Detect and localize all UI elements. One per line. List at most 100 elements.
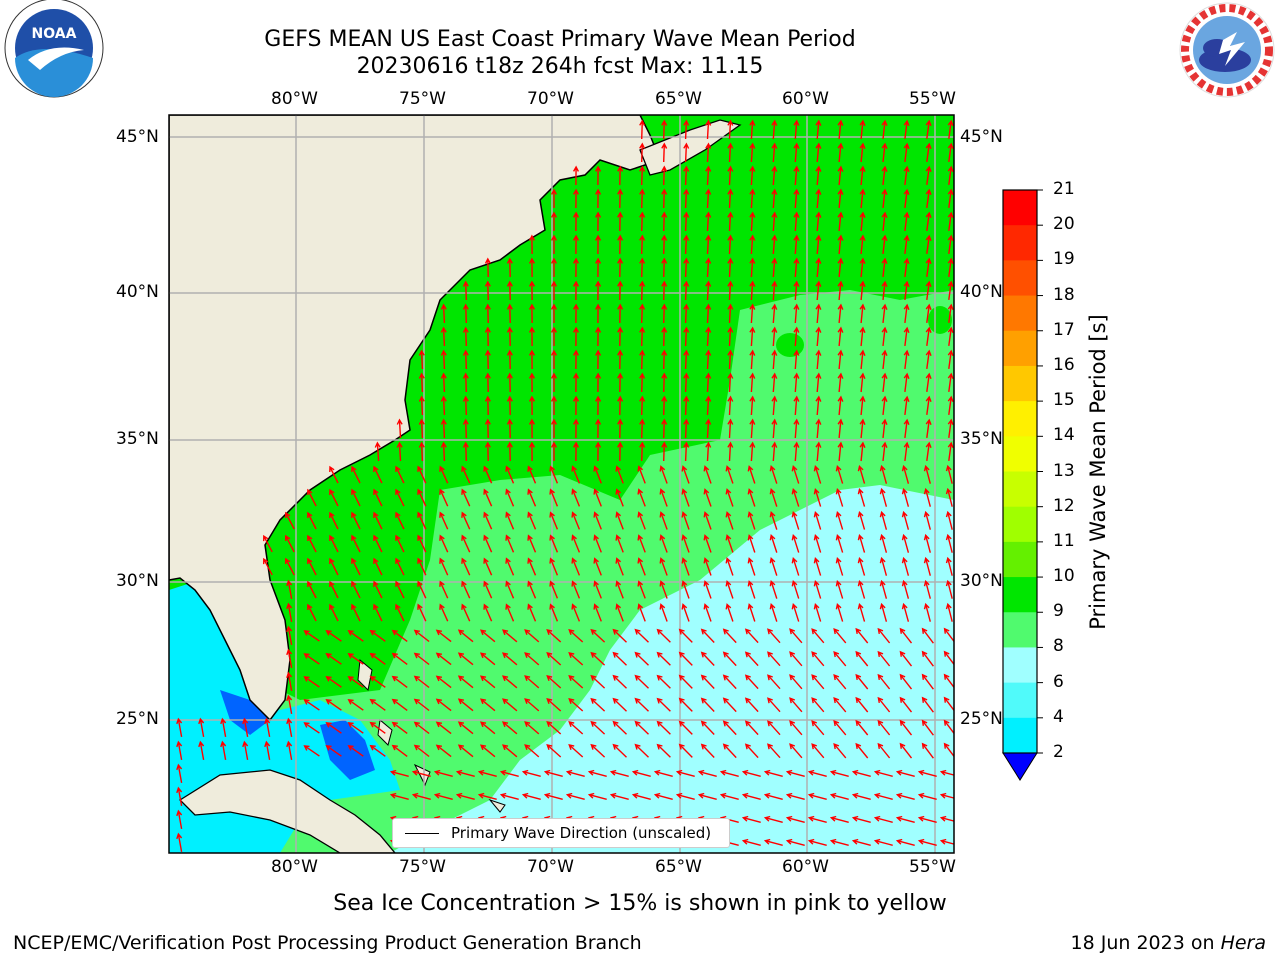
- wave-direction-arrow: [681, 465, 690, 484]
- wave-direction-arrow: [479, 721, 496, 735]
- wave-direction-arrow: [681, 603, 690, 622]
- wave-direction-arrow: [418, 441, 425, 462]
- wave-direction-arrow: [527, 465, 537, 484]
- wave-direction-arrow: [767, 651, 781, 667]
- wave-direction-arrow: [595, 349, 602, 370]
- wave-direction-arrow: [939, 792, 954, 799]
- wave-direction-arrow: [549, 603, 559, 622]
- wave-direction-arrow: [303, 745, 320, 757]
- wave-direction-arrow: [506, 349, 513, 370]
- lon-label-top: 75°W: [399, 89, 446, 109]
- wave-direction-arrow: [484, 441, 491, 462]
- wave-direction-arrow: [505, 557, 515, 576]
- colorbar-tick-label: 10: [1053, 566, 1075, 587]
- wave-direction-arrow: [881, 395, 888, 415]
- wave-direction-arrow: [505, 603, 515, 622]
- wave-direction-arrow: [528, 280, 536, 301]
- wave-direction-arrow: [859, 349, 866, 370]
- wave-direction-arrow: [793, 119, 800, 140]
- wave-direction-arrow: [590, 743, 606, 758]
- wave-direction-arrow: [521, 769, 541, 777]
- wave-direction-arrow: [705, 165, 712, 186]
- wave-direction-arrow: [433, 769, 453, 777]
- wave-direction-arrow: [325, 721, 342, 734]
- wave-direction-arrow: [479, 744, 496, 758]
- wave-direction-arrow: [637, 511, 646, 530]
- wave-direction-arrow: [351, 465, 361, 484]
- wave-direction-arrow: [285, 557, 295, 576]
- wave-direction-arrow: [593, 603, 602, 622]
- wave-direction-arrow: [789, 697, 803, 713]
- wave-direction-arrow: [634, 720, 649, 735]
- wave-direction-arrow: [749, 395, 756, 416]
- colorbar-tick-label: 20: [1053, 214, 1075, 235]
- wave-direction-arrow: [242, 740, 249, 761]
- wave-direction-arrow: [656, 720, 671, 735]
- wave-direction-arrow: [857, 488, 866, 507]
- wave-direction-arrow: [881, 119, 888, 139]
- wave-direction-arrow: [749, 211, 756, 232]
- wave-direction-arrow: [947, 418, 954, 438]
- wave-direction-arrow: [484, 326, 491, 347]
- footer-date: 18 Jun 2023 on: [1070, 932, 1221, 954]
- wave-direction-arrow: [501, 744, 518, 758]
- wave-direction-arrow: [921, 742, 934, 759]
- wave-direction-arrow: [198, 740, 205, 761]
- wave-direction-arrow: [572, 257, 580, 278]
- wave-direction-arrow: [741, 838, 761, 846]
- wave-direction-arrow: [549, 465, 559, 484]
- wave-direction-arrow: [661, 257, 668, 278]
- wave-direction-arrow: [612, 697, 627, 712]
- wave-direction-arrow: [700, 651, 715, 666]
- wave-direction-arrow: [303, 676, 320, 688]
- wave-direction-arrow: [683, 326, 690, 347]
- wave-direction-arrow: [793, 303, 800, 324]
- wave-direction-arrow: [484, 372, 491, 393]
- wave-direction-arrow: [505, 465, 515, 484]
- wave-direction-arrow: [727, 441, 734, 462]
- wave-direction-arrow: [899, 627, 913, 644]
- wave-direction-arrow: [417, 603, 427, 622]
- wave-direction-arrow: [683, 142, 690, 163]
- wave-direction-arrow: [925, 349, 932, 369]
- wave-direction-arrow: [700, 720, 715, 735]
- wave-direction-arrow: [501, 675, 518, 689]
- wave-direction-arrow: [769, 465, 778, 484]
- sea-ice-note: Sea Ice Concentration > 15% is shown in …: [333, 891, 947, 916]
- wave-direction-arrow: [506, 418, 513, 439]
- wave-direction-arrow: [637, 557, 646, 576]
- wave-direction-arrow: [571, 603, 581, 622]
- wave-direction-arrow: [683, 280, 690, 301]
- wave-direction-arrow: [615, 557, 624, 576]
- wave-direction-arrow: [587, 792, 607, 800]
- wave-direction-arrow: [347, 721, 364, 734]
- wave-direction-arrow: [634, 628, 649, 643]
- wave-direction-arrow: [351, 534, 361, 553]
- wave-direction-arrow: [727, 234, 734, 255]
- wave-direction-arrow: [837, 303, 844, 324]
- wave-direction-arrow: [793, 257, 800, 278]
- wave-direction-arrow: [925, 165, 932, 185]
- wave-direction-arrow: [659, 580, 668, 599]
- wave-direction-arrow: [903, 326, 910, 346]
- wave-direction-arrow: [329, 580, 339, 599]
- wave-direction-arrow: [705, 234, 712, 255]
- wave-direction-arrow: [925, 257, 932, 277]
- wave-direction-arrow: [286, 717, 293, 738]
- wave-direction-arrow: [722, 628, 737, 644]
- wave-direction-arrow: [722, 697, 737, 713]
- wave-direction-arrow: [329, 511, 339, 530]
- wave-direction-arrow: [855, 719, 869, 736]
- wave-direction-arrow: [835, 580, 844, 599]
- wave-direction-arrow: [477, 769, 497, 777]
- wave-direction-arrow: [572, 188, 580, 209]
- wave-direction-arrow: [634, 743, 649, 758]
- wave-direction-arrow: [595, 326, 602, 347]
- wave-direction-arrow: [374, 441, 381, 462]
- footer-right: 18 Jun 2023 on Hera: [1071, 932, 1266, 954]
- wave-direction-arrow: [807, 769, 827, 777]
- wave-direction-arrow: [659, 603, 668, 622]
- wave-direction-arrow: [923, 510, 931, 530]
- wave-direction-arrow: [615, 465, 624, 484]
- wave-direction-arrow: [903, 418, 910, 438]
